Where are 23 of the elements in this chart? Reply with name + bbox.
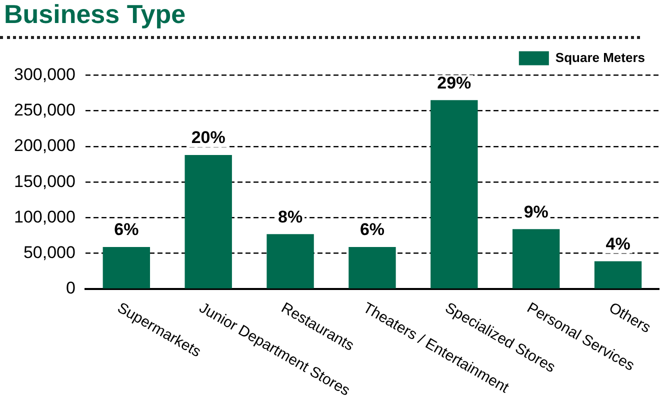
- annotation: 20%: [191, 128, 226, 148]
- annotation: 29%: [437, 73, 472, 92]
- bar: [266, 234, 314, 288]
- y-tick-label: 0: [66, 278, 76, 298]
- annotation: 9%: [524, 202, 548, 222]
- y-tick-label: 150,000: [14, 172, 76, 191]
- y-tick-label: 200,000: [14, 136, 76, 156]
- bar: [512, 229, 560, 288]
- y-tick-label: 50,000: [23, 243, 76, 262]
- y-tick-label: 250,000: [14, 100, 76, 120]
- chart-title: Business Type: [4, 0, 186, 29]
- bar: [184, 155, 232, 288]
- y-tick-label: 300,000: [14, 64, 76, 84]
- annotation: 8%: [278, 207, 303, 226]
- bar: [430, 100, 478, 288]
- annotation: 4%: [606, 234, 630, 254]
- y-tick-label: 100,000: [14, 207, 76, 226]
- annotation: 6%: [360, 220, 385, 240]
- annotation: 6%: [114, 220, 139, 240]
- bar: [102, 246, 150, 288]
- bar: [348, 246, 396, 288]
- legend-label: Square Meters: [555, 50, 646, 65]
- bar: [594, 261, 642, 288]
